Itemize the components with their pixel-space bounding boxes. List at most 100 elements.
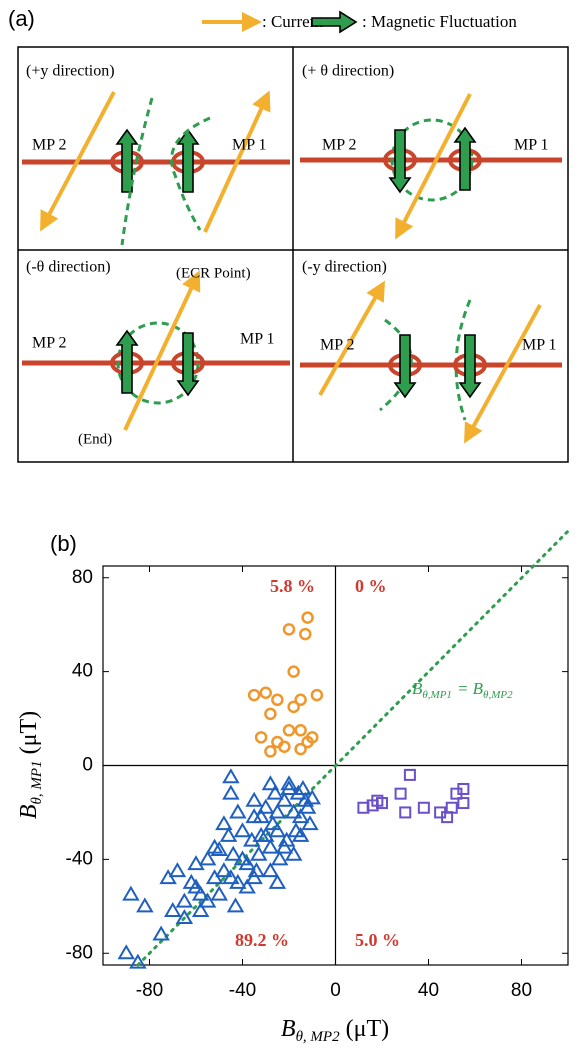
x-tick-label: 0 [330, 980, 341, 1001]
probe-label: MP 1 [514, 137, 549, 154]
point [280, 779, 298, 795]
point [259, 686, 272, 699]
point [294, 724, 307, 737]
point [268, 822, 287, 838]
legend-text: : Current [262, 12, 323, 31]
point [301, 735, 314, 749]
point [257, 798, 275, 814]
point [268, 873, 287, 889]
reference-label: Bθ,MP1 = Bθ,MP2 [412, 679, 513, 701]
quadrant-title: (-y direction) [302, 259, 387, 276]
point [284, 845, 303, 861]
point [299, 627, 312, 641]
point [278, 740, 291, 753]
point [224, 845, 242, 861]
point [175, 909, 194, 925]
point [238, 855, 256, 871]
y-label-main: B [16, 804, 42, 819]
percent-label: 0 % [355, 576, 387, 596]
point [264, 745, 277, 758]
point [222, 768, 240, 784]
point [250, 845, 268, 861]
point [122, 885, 140, 901]
point [205, 838, 224, 854]
x-tick-label: 80 [511, 980, 532, 1001]
point [287, 665, 300, 678]
quadrant-title: (-θ direction) [26, 259, 111, 276]
point [252, 808, 270, 824]
current-arrow [318, 280, 385, 396]
panel-a: (a) : Current : Magnetic Fluctuation (+y… [8, 6, 569, 463]
y-tick-label: 80 [72, 567, 93, 588]
field-line [120, 97, 154, 246]
point [275, 791, 294, 807]
point [282, 724, 296, 737]
reference-line [136, 529, 570, 967]
point [264, 707, 277, 721]
field-line [390, 118, 474, 202]
x-label-sub: θ, MP2 [296, 1029, 341, 1045]
y-tick-label: -40 [66, 848, 93, 869]
probe-label: MP 2 [32, 137, 67, 154]
point [136, 897, 154, 913]
note: (ECR Point) [176, 265, 251, 281]
point [399, 806, 412, 819]
point [268, 803, 287, 819]
point [294, 693, 307, 707]
point [287, 700, 300, 714]
probe-label: MP 2 [322, 137, 357, 154]
point [229, 803, 247, 819]
point [284, 803, 303, 819]
current-arrow [203, 90, 271, 233]
point [254, 731, 268, 744]
point [247, 688, 261, 702]
point [294, 742, 307, 756]
panel-label: (b) [50, 531, 77, 556]
field-line [116, 321, 200, 405]
x-axis-label: Bθ, MP2 (μT) [281, 1016, 389, 1046]
y-tick-label: 0 [82, 755, 93, 776]
point [282, 623, 296, 636]
point [394, 787, 407, 800]
x-tick-label: -40 [229, 980, 256, 1001]
probe-label: MP 2 [320, 337, 355, 354]
point [187, 855, 205, 871]
point [215, 862, 233, 878]
point [210, 885, 228, 901]
percent-label: 5.0 % [355, 930, 400, 950]
ref-part: B [412, 679, 423, 698]
point [198, 850, 217, 866]
point [222, 784, 240, 800]
point [245, 869, 263, 885]
quadrant-title: (+y direction) [26, 63, 115, 80]
ref-part: θ,MP2 [483, 689, 513, 701]
y-label-unit: (μT) [16, 711, 42, 755]
point [296, 791, 315, 807]
point [301, 611, 314, 624]
point [366, 799, 379, 812]
point [294, 779, 312, 795]
x-label-unit: (μT) [346, 1016, 390, 1042]
probe-label: MP 1 [240, 331, 275, 348]
point [191, 885, 210, 901]
panel-label: (a) [8, 6, 35, 31]
point [168, 862, 187, 878]
point [270, 850, 289, 866]
ref-part: = B [457, 679, 484, 698]
point [164, 902, 182, 918]
quadrant-title: (+ θ direction) [302, 63, 394, 80]
point [261, 838, 280, 854]
point [291, 808, 310, 824]
y-tick-label: 40 [72, 661, 93, 682]
point [159, 869, 177, 885]
y-tick-label: -80 [66, 942, 93, 963]
point [238, 878, 256, 894]
point [233, 822, 252, 838]
point [457, 782, 470, 795]
field-line [170, 116, 211, 231]
point [275, 838, 294, 854]
point [298, 798, 317, 814]
point [457, 797, 470, 810]
point [226, 897, 245, 913]
